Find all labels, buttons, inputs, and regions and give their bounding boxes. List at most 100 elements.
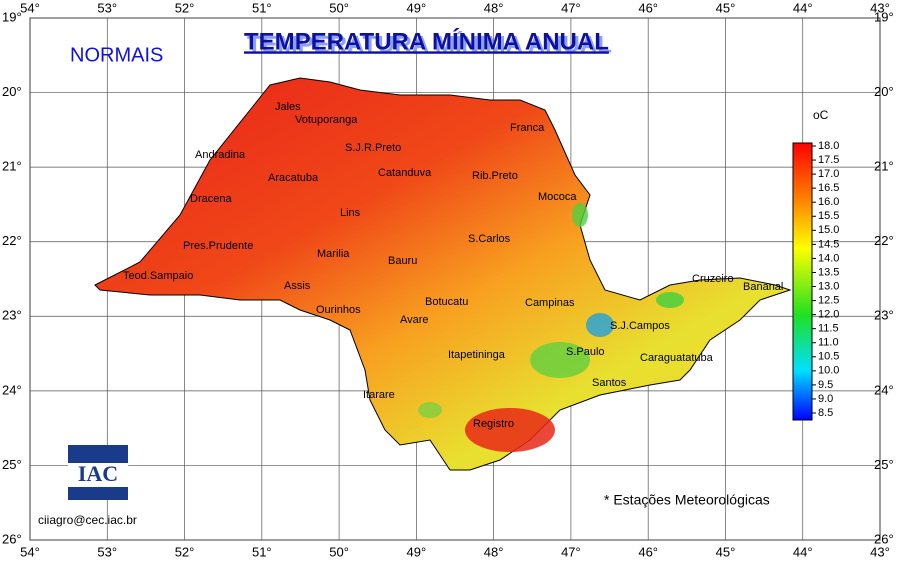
city-label: Dracena: [190, 193, 232, 205]
legend-tick-label: 17.0: [818, 168, 839, 180]
city-label: S.Paulo: [566, 346, 605, 358]
legend-tick-label: 18.0: [818, 140, 839, 152]
legend-tick-label: 15.5: [818, 210, 839, 222]
city-label: Avare: [400, 314, 429, 326]
longitude-label: 54°: [20, 0, 40, 15]
latitude-label: 22°: [2, 233, 22, 248]
city-label: Registro: [473, 418, 514, 430]
city-label: Itarare: [363, 389, 395, 401]
logo-band: [68, 463, 128, 487]
logo-text: IAC: [78, 461, 118, 486]
city-label: Cruzeiro: [692, 273, 734, 285]
legend-tick-label: 9.0: [818, 393, 833, 405]
cool-region: [656, 292, 684, 308]
latitude-label: 23°: [874, 308, 894, 323]
longitude-label: 50°: [329, 0, 349, 15]
longitude-label: 47°: [561, 0, 581, 15]
longitude-label: 49°: [407, 544, 427, 559]
latitude-label: 22°: [874, 233, 894, 248]
legend-unit: oC: [813, 108, 829, 122]
city-label: Botucatu: [425, 296, 468, 308]
legend-tick-label: 16.5: [818, 182, 839, 194]
latitude-label: 25°: [874, 457, 894, 472]
legend-tick-label: 10.0: [818, 365, 839, 377]
city-label: Assis: [284, 280, 311, 292]
latitude-label: 23°: [2, 308, 22, 323]
longitude-label: 45°: [716, 544, 736, 559]
cool-region: [572, 203, 588, 227]
legend-tick-label: 16.0: [818, 196, 839, 208]
longitude-label: 50°: [329, 544, 349, 559]
city-label: Ourinhos: [316, 304, 361, 316]
cool-region: [586, 313, 614, 337]
stations-note: * Estações Meteorológicas: [604, 492, 770, 508]
longitude-label: 54°: [20, 544, 40, 559]
city-label: Votuporanga: [295, 114, 358, 126]
city-label: Lins: [340, 207, 361, 219]
legend-colorbar: [792, 142, 813, 421]
legend-tick-label: 8.5: [818, 407, 833, 419]
city-label: S.J.Campos: [610, 320, 670, 332]
longitude-label: 46°: [638, 0, 658, 15]
legend-tick-label: 10.5: [818, 351, 839, 363]
legend-tick-label: 14.5: [818, 238, 839, 250]
city-label: Mococa: [538, 191, 577, 203]
longitude-label: 47°: [561, 544, 581, 559]
legend-tick-label: 13.5: [818, 266, 839, 278]
legend-tick-label: 11.5: [818, 323, 839, 335]
city-label: Caraguatatuba: [640, 352, 714, 364]
longitude-label: 44°: [793, 544, 813, 559]
city-label: Catanduva: [378, 167, 432, 179]
title: TEMPERATURA MÍNIMA ANUAL: [244, 27, 609, 55]
warm-region: [465, 408, 555, 452]
latitude-label: 19°: [874, 9, 894, 24]
legend-tick-label: 14.0: [818, 252, 839, 264]
latitude-label: 20°: [2, 84, 22, 99]
city-label: Jales: [275, 101, 301, 113]
longitude-label: 51°: [252, 0, 272, 15]
legend-tick-label: 9.5: [818, 379, 833, 391]
latitude-label: 24°: [2, 382, 22, 397]
longitude-label: 49°: [407, 0, 427, 15]
legend-tick-label: 17.5: [818, 154, 839, 166]
latitude-label: 21°: [2, 159, 22, 174]
email: ciiagro@cec.iac.br: [38, 513, 137, 527]
city-label: S.J.R.Preto: [345, 142, 401, 154]
city-label: Campinas: [525, 297, 575, 309]
city-label: Teod.Sampaio: [123, 270, 193, 282]
legend-tick-label: 12.5: [818, 294, 839, 306]
latitude-label: 19°: [2, 9, 22, 24]
city-label: Rib.Preto: [472, 170, 518, 182]
longitude-label: 52°: [175, 0, 195, 15]
cool-region: [418, 402, 442, 418]
city-label: Aracatuba: [268, 172, 319, 184]
city-label: Pres.Prudente: [183, 240, 253, 252]
latitude-label: 21°: [874, 159, 894, 174]
city-label: Franca: [510, 122, 545, 134]
longitude-label: 43°: [870, 544, 890, 559]
cool-region: [530, 342, 590, 378]
city-label: S.Carlos: [468, 233, 511, 245]
longitude-label: 45°: [716, 0, 736, 15]
longitude-label: 53°: [97, 544, 117, 559]
longitude-label: 43°: [870, 0, 890, 15]
city-label: Bananal: [743, 281, 783, 293]
longitude-label: 48°: [484, 0, 504, 15]
longitude-label: 51°: [252, 544, 272, 559]
legend-tick-label: 12.0: [818, 309, 839, 321]
latitude-label: 26°: [2, 531, 22, 546]
latitude-label: 20°: [874, 84, 894, 99]
latitude-label: 25°: [2, 457, 22, 472]
city-label: Itapetininga: [448, 349, 506, 361]
latitude-label: 26°: [874, 531, 894, 546]
longitude-label: 46°: [638, 544, 658, 559]
city-label: Santos: [592, 377, 627, 389]
state-outline: [94, 77, 792, 471]
latitude-label: 24°: [874, 382, 894, 397]
city-label: Andradina: [195, 149, 246, 161]
title-shadow: TEMPERATURA MÍNIMA ANUAL: [247, 30, 612, 58]
legend-tick-label: 15.0: [818, 224, 839, 236]
legend-tick-label: 13.0: [818, 280, 839, 292]
city-label: Marilia: [317, 248, 350, 260]
